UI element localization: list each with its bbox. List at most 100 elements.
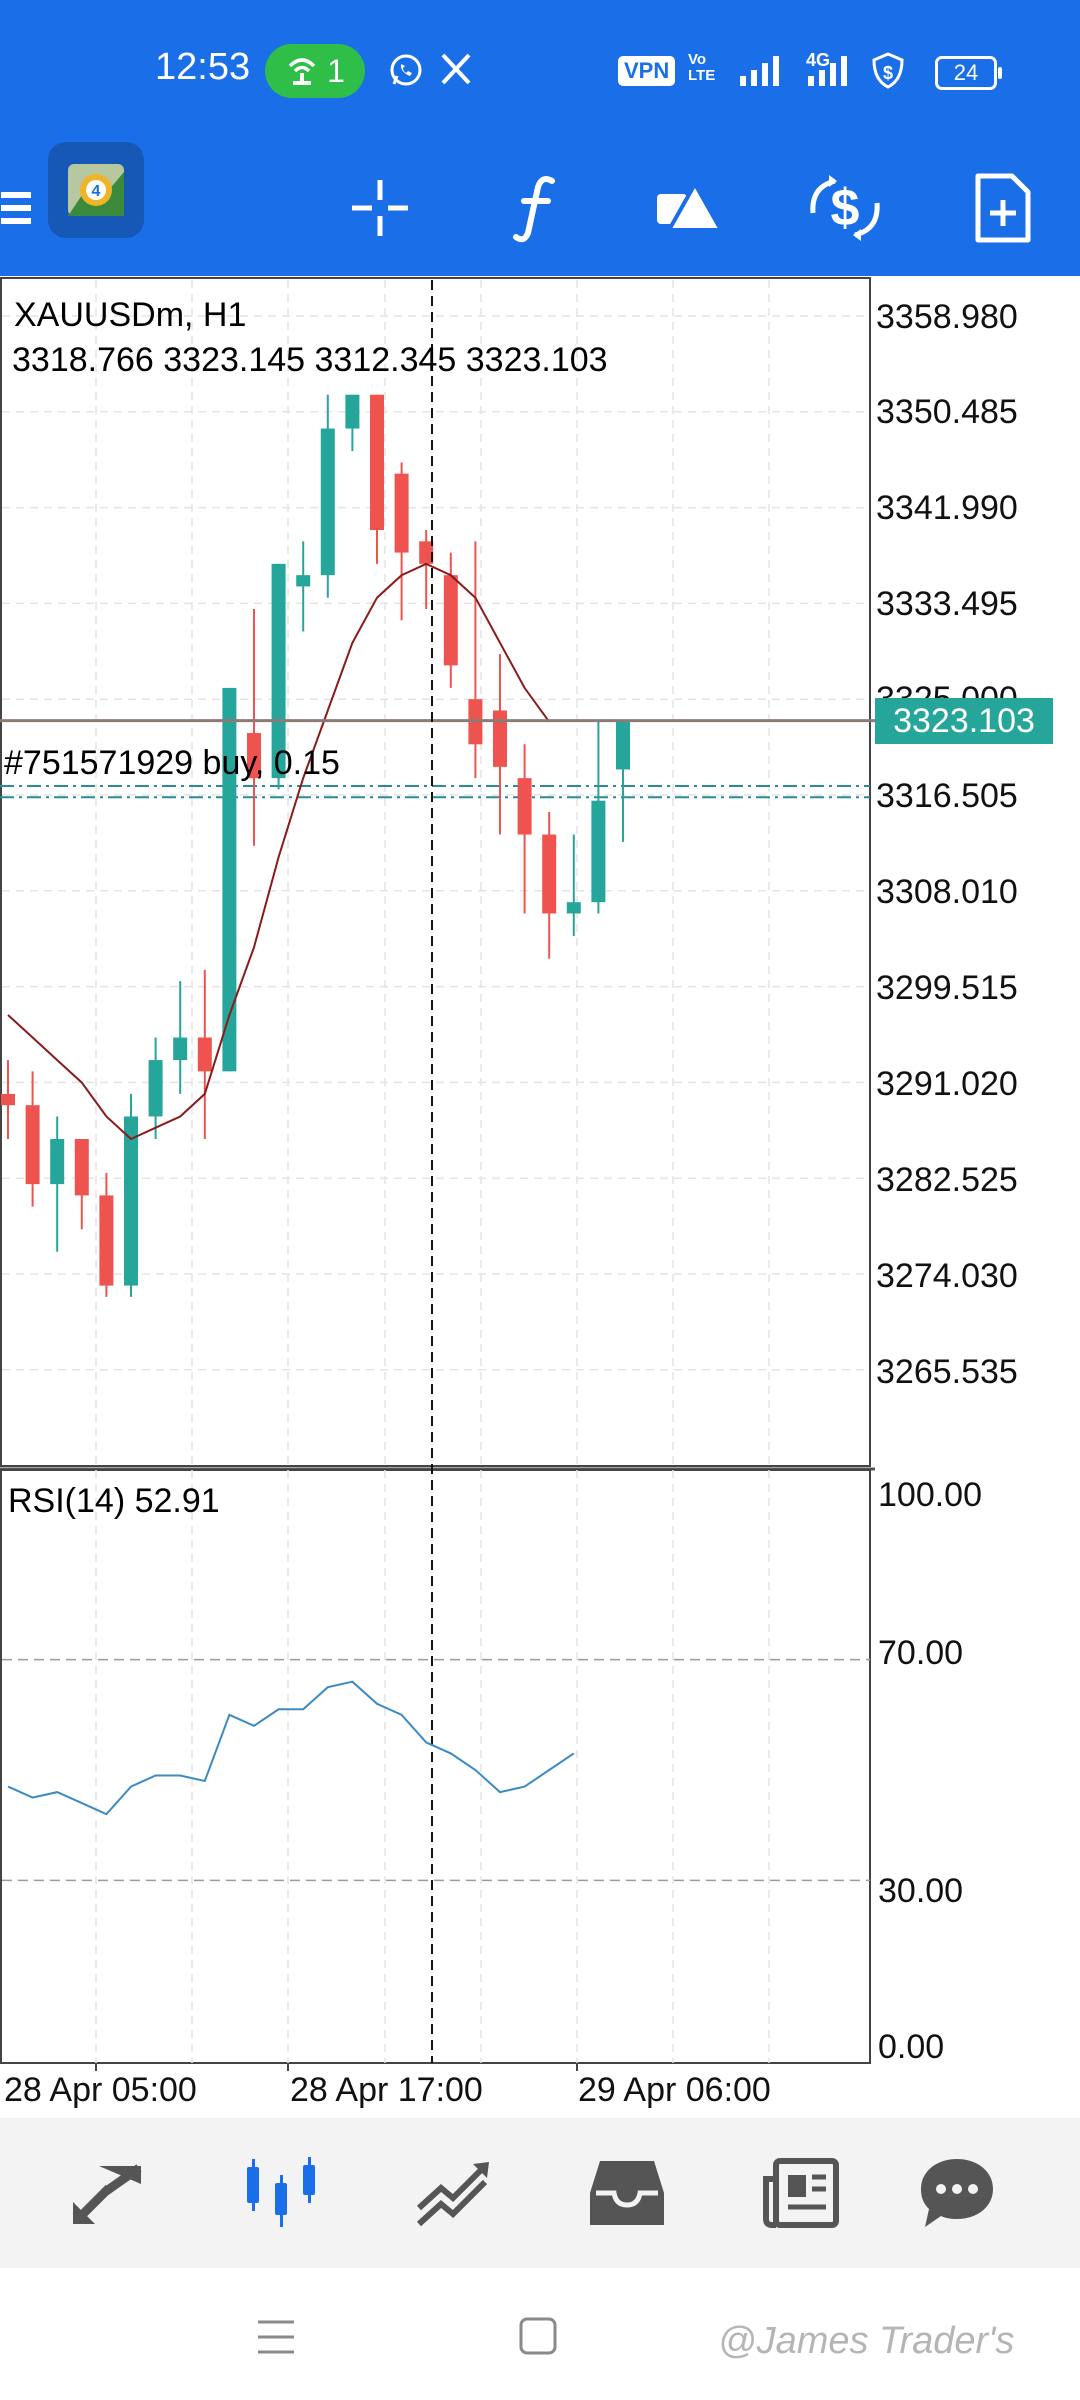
rsi-panel-frame (0, 1469, 871, 2064)
signal-icon-2 (808, 56, 847, 86)
nav-trade[interactable] (410, 2148, 500, 2238)
price-axis-label: 3325.000 (876, 680, 1018, 702)
indicator-f-icon (513, 176, 555, 243)
candle-body (370, 394, 384, 531)
candle-body (222, 687, 237, 1072)
price-axis-label: 3341.990 (876, 489, 1018, 527)
menu-icon (1, 192, 31, 224)
history-icon (590, 2161, 664, 2225)
position-label: #751571929 buy, 0.15 (4, 744, 340, 782)
candle-body (247, 733, 261, 779)
trade-button[interactable]: $ (800, 170, 890, 246)
time-axis-label: 28 Apr 17:00 (290, 2071, 483, 2109)
current-price-tag: 3323.103 (875, 698, 1053, 744)
candle-body (394, 473, 409, 553)
candle-body (197, 1037, 212, 1072)
moving-average-line (7, 562, 551, 1141)
volte-indicator: Vo LTE (688, 51, 716, 84)
rsi-axis-label: 0.00 (878, 2028, 945, 2066)
candle-body (320, 428, 335, 576)
candle-body (296, 575, 311, 587)
candle-body (616, 720, 630, 770)
home-nav-icon (519, 2317, 557, 2355)
rsi-axis-label: 100.00 (878, 1476, 982, 1514)
candle-body (74, 1139, 89, 1196)
candle-body (443, 575, 458, 666)
rsi-axis-label: 70.00 (878, 1634, 964, 1672)
chart-canvas[interactable] (0, 276, 1080, 2116)
menu-nav-icon (258, 2320, 294, 2354)
candle-body (419, 541, 434, 564)
x-icon (441, 53, 471, 85)
shield-dollar-icon: $ (872, 52, 904, 89)
nav-history[interactable] (582, 2148, 672, 2238)
candle-body (493, 710, 507, 767)
candle-body (124, 1116, 138, 1286)
network-type: 4G (806, 50, 831, 70)
nav-news[interactable] (756, 2148, 846, 2238)
time-axis-label: 29 Apr 06:00 (578, 2071, 771, 2109)
signal-icon (740, 56, 779, 86)
price-axis-label: 3350.485 (876, 393, 1018, 431)
candle-body (542, 834, 557, 914)
crosshair-button[interactable] (340, 170, 420, 246)
rsi-line (7, 1680, 575, 1816)
watermark: @James Trader's (718, 2320, 1015, 2362)
system-menu-button[interactable] (250, 2314, 302, 2360)
app-toolbar: 4 $ (0, 140, 1080, 276)
new-order-button[interactable] (960, 170, 1044, 246)
candle-body (566, 902, 581, 914)
price-axis-label: 3265.535 (876, 1353, 1018, 1391)
candle-body (345, 394, 360, 429)
svg-text:$: $ (831, 179, 860, 237)
rsi-label: RSI(14) 52.91 (8, 1482, 220, 1520)
indicators-button[interactable] (496, 170, 576, 246)
shapes-icon (657, 179, 725, 232)
nav-quotes[interactable] (64, 2148, 154, 2238)
system-navigation (0, 2268, 1080, 2400)
price-axis-label: 3299.515 (876, 969, 1018, 1007)
candle-body (591, 800, 606, 903)
chart-icon (247, 2157, 315, 2227)
app-logo[interactable]: 4 (48, 142, 144, 238)
new-order-icon (975, 173, 1031, 243)
candle-body (173, 1037, 188, 1061)
candle-body (148, 1060, 163, 1117)
bottom-navigation (0, 2118, 1080, 2268)
candle-body (517, 778, 532, 835)
trade-icon (416, 2162, 489, 2227)
price-axis-label: 3358.980 (876, 298, 1018, 336)
candle-body (1, 1093, 15, 1106)
battery-indicator: 24 (935, 56, 1002, 90)
metatrader-logo: 4 (68, 164, 124, 216)
hotspot-badge: 1 (265, 44, 365, 98)
price-axis-label: 3308.010 (876, 873, 1018, 911)
whatsapp-icon (390, 54, 422, 86)
nav-chat[interactable] (912, 2148, 1002, 2238)
menu-button[interactable] (0, 170, 36, 246)
news-icon (763, 2158, 839, 2228)
candle-body (99, 1195, 114, 1286)
candle-body (50, 1139, 65, 1185)
quotes-icon (73, 2164, 142, 2224)
status-bar: 12:53 1 VPN Vo LTE 4G $ 24 (0, 0, 1080, 140)
chart-ohlc: 3318.766 3323.145 3312.345 3323.103 (12, 341, 608, 379)
system-home-button[interactable] (514, 2312, 562, 2360)
candle-body (271, 563, 286, 779)
hotspot-count: 1 (327, 52, 345, 89)
rsi-axis-label: 30.00 (878, 1872, 964, 1910)
svg-text:$: $ (883, 63, 893, 83)
main-chart-frame (0, 277, 871, 1467)
crosshair-icon (352, 180, 408, 236)
price-axis-label: 3274.030 (876, 1257, 1018, 1295)
objects-button[interactable] (648, 170, 732, 246)
status-time: 12:53 (155, 46, 251, 88)
hotspot-icon (288, 58, 316, 85)
chart-symbol: XAUUSDm, H1 (14, 296, 247, 334)
vpn-badge: VPN (618, 56, 676, 86)
price-axis-label: 3333.495 (876, 585, 1018, 623)
time-axis-label: 28 Apr 05:00 (4, 2071, 197, 2109)
price-axis-label: 3316.505 (876, 777, 1018, 815)
nav-chart[interactable] (236, 2148, 326, 2238)
price-axis-label: 3282.525 (876, 1161, 1018, 1199)
